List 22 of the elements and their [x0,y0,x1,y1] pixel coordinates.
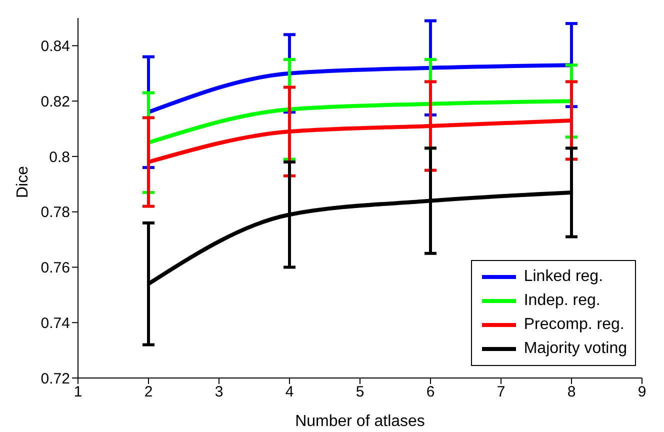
x-tick-label: 2 [144,384,153,401]
legend-label: Linked reg. [524,267,604,287]
x-tick-label: 7 [496,384,506,401]
y-tick-label: 0.82 [40,93,70,110]
legend-label: Majority voting [524,339,627,359]
y-tick-label: 0.74 [40,314,70,332]
y-tick-label: 0.78 [40,204,70,222]
y-axis-title: Dice [14,166,32,198]
y-tick-label: 0.72 [40,370,70,388]
y-tick-label: 0.84 [40,38,70,56]
legend-label: Precomp. reg. [524,315,624,335]
x-tick-label: 1 [74,384,82,401]
y-tick-label: 0.76 [40,260,70,277]
x-tick-label: 5 [356,384,364,401]
x-tick-label: 4 [285,384,294,401]
y-tick-label: 0.8 [49,148,70,166]
legend-label: Indep. reg. [524,291,600,311]
x-tick-label: 9 [638,384,646,401]
x-tick-label: 8 [567,384,576,401]
x-tick-label: 6 [426,384,435,401]
x-tick-label: 3 [214,384,224,401]
x-axis-title: Number of atlases [295,413,425,430]
